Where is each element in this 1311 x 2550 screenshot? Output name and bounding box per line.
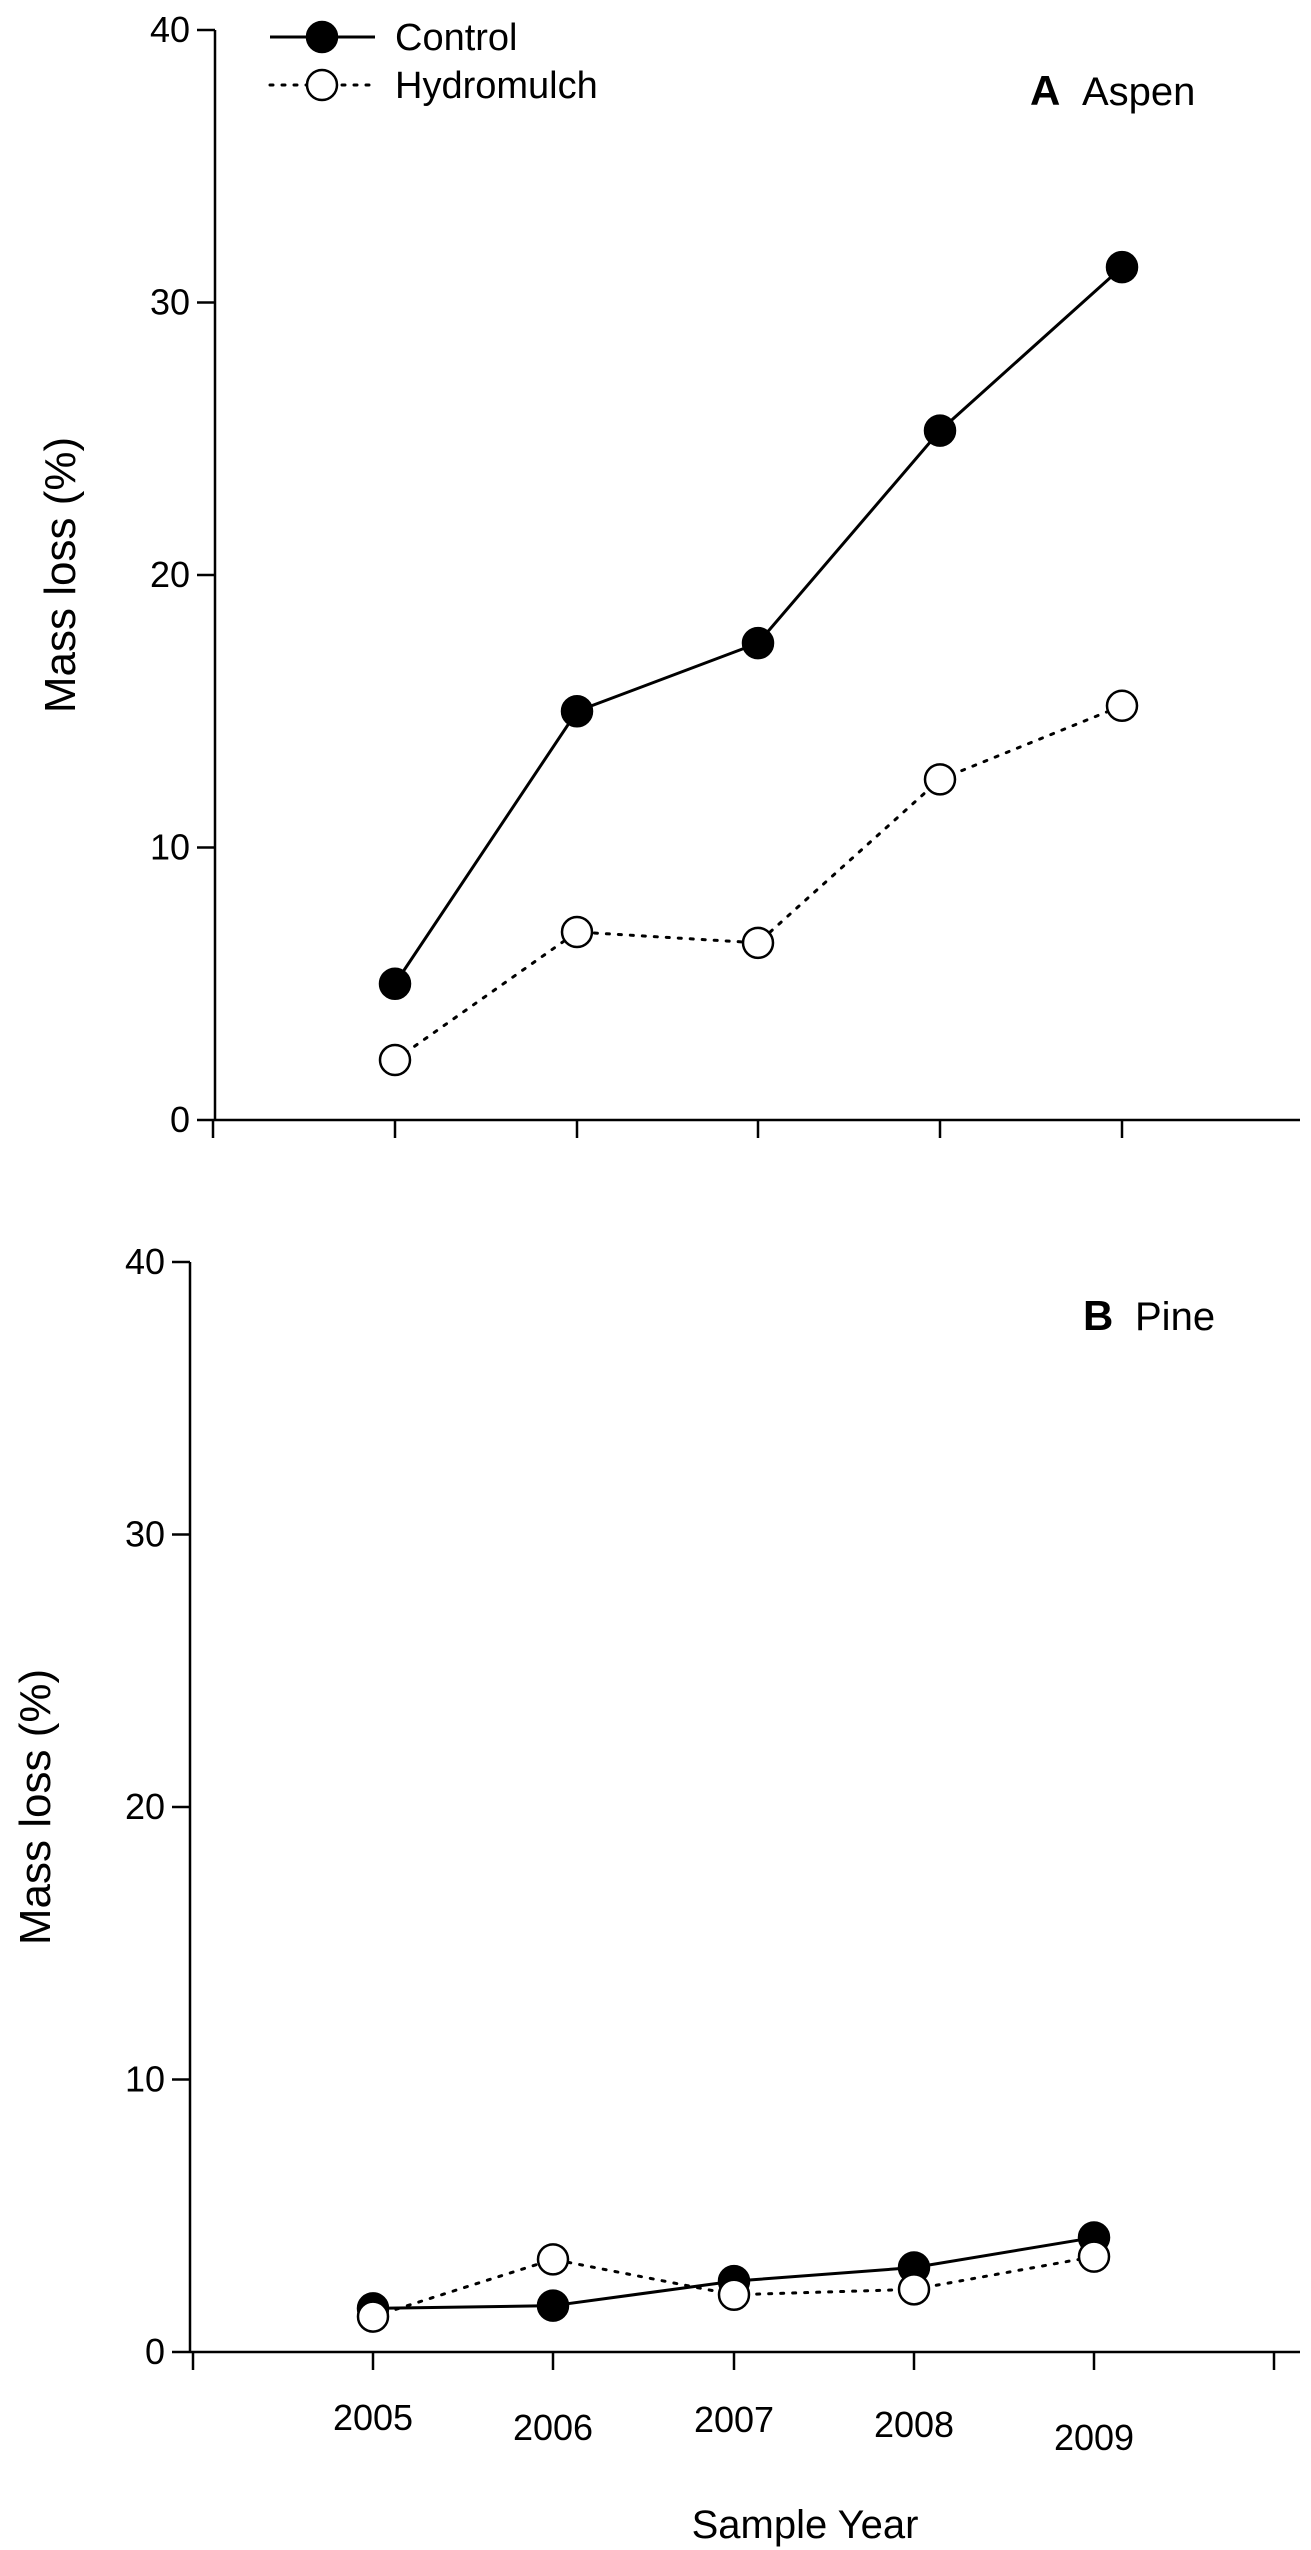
y-tick-label: 0 bbox=[170, 1099, 190, 1140]
y-tick-label: 30 bbox=[150, 282, 190, 323]
panel-a-aspen: 0 10 20 30 40 Mass loss (%) A Aspen Control Hydro… bbox=[36, 9, 1300, 1140]
data-point-hydromulch bbox=[356, 2300, 390, 2333]
data-point-control bbox=[741, 626, 775, 660]
x-tick-label: 2005 bbox=[333, 2397, 413, 2438]
series-line-hydromulch bbox=[393, 704, 1124, 1062]
data-point-hydromulch bbox=[897, 2273, 931, 2306]
y-tick-label: 20 bbox=[150, 554, 190, 595]
y-tick-label: 0 bbox=[145, 2331, 165, 2372]
x-axis-title: Sample Year bbox=[692, 2503, 919, 2547]
data-point-hydromulch bbox=[560, 915, 594, 949]
data-point-control bbox=[560, 695, 594, 728]
panel-name: Pine bbox=[1135, 1295, 1215, 1339]
data-point-hydromulch bbox=[741, 926, 775, 960]
data-point-control bbox=[378, 967, 412, 1000]
legend-label-hydromulch: Hydromulch bbox=[395, 65, 598, 107]
data-point-control bbox=[923, 414, 957, 447]
data-point-control bbox=[1105, 250, 1139, 284]
y-tick-label: 10 bbox=[150, 827, 190, 868]
y-tick-label: 20 bbox=[125, 1786, 165, 1827]
data-point-hydromulch bbox=[1077, 2240, 1111, 2273]
data-point-hydromulch bbox=[378, 1043, 412, 1077]
y-axis-title: Mass loss (%) bbox=[36, 437, 85, 713]
x-tick-label: 2007 bbox=[694, 2399, 774, 2440]
panel-name: Aspen bbox=[1082, 70, 1195, 114]
data-point-hydromulch bbox=[536, 2243, 570, 2276]
data-point-hydromulch bbox=[1105, 689, 1139, 723]
panel-letter: A bbox=[1030, 67, 1060, 114]
y-tick-label: 30 bbox=[125, 1514, 165, 1555]
legend-marker-control bbox=[305, 20, 339, 54]
y-tick-label: 10 bbox=[125, 2059, 165, 2100]
y-tick-label: 40 bbox=[125, 1241, 165, 1282]
panel-letter: B bbox=[1083, 1292, 1113, 1339]
data-point-control bbox=[536, 2289, 570, 2322]
series-line-control bbox=[393, 265, 1124, 985]
legend-label-control: Control bbox=[395, 17, 518, 59]
legend-marker-hydromulch bbox=[305, 68, 339, 102]
y-axis-title: Mass loss (%) bbox=[11, 1669, 60, 1945]
x-tick-label: 2006 bbox=[513, 2407, 593, 2448]
y-tick-label: 40 bbox=[150, 9, 190, 50]
x-tick-label: 2009 bbox=[1054, 2417, 1134, 2458]
data-point-hydromulch bbox=[923, 763, 957, 796]
panel-b-pine: 0 10 20 30 40 2005 2006 2007 2008 2009 Mass loss (… bbox=[11, 1241, 1300, 2547]
data-point-hydromulch bbox=[717, 2278, 751, 2312]
x-tick-label: 2008 bbox=[874, 2404, 954, 2445]
